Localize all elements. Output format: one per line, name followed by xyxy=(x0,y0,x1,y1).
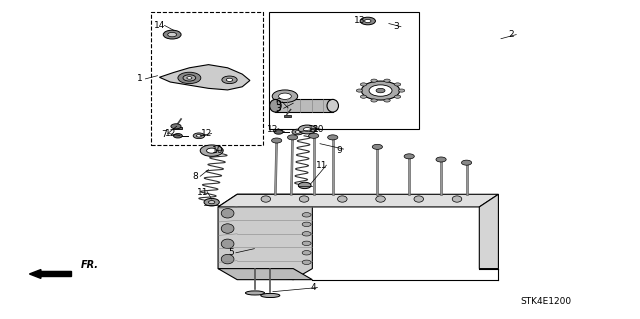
Ellipse shape xyxy=(260,293,280,298)
Ellipse shape xyxy=(221,209,234,218)
Circle shape xyxy=(360,17,376,25)
Circle shape xyxy=(196,135,202,137)
Circle shape xyxy=(200,145,223,156)
Circle shape xyxy=(295,131,300,133)
Circle shape xyxy=(298,182,311,189)
Text: 12: 12 xyxy=(308,125,319,134)
Text: 14: 14 xyxy=(154,21,165,30)
Text: 5: 5 xyxy=(228,248,234,257)
Circle shape xyxy=(360,95,367,98)
Circle shape xyxy=(384,99,390,102)
Ellipse shape xyxy=(337,196,347,202)
Ellipse shape xyxy=(452,196,462,202)
Circle shape xyxy=(163,30,181,39)
Text: 12: 12 xyxy=(267,125,278,134)
Text: 7: 7 xyxy=(161,130,167,139)
Text: 1: 1 xyxy=(138,74,143,83)
Text: 11: 11 xyxy=(197,188,209,197)
Circle shape xyxy=(328,135,338,140)
Polygon shape xyxy=(218,269,312,280)
Circle shape xyxy=(222,76,237,84)
Circle shape xyxy=(302,250,311,255)
Circle shape xyxy=(274,130,283,134)
Circle shape xyxy=(369,85,392,96)
Text: 11: 11 xyxy=(316,161,328,170)
Circle shape xyxy=(292,129,303,135)
Bar xyxy=(275,100,333,112)
Ellipse shape xyxy=(221,254,234,264)
Circle shape xyxy=(207,148,217,153)
Circle shape xyxy=(461,160,472,165)
Circle shape xyxy=(303,128,311,131)
Text: 2: 2 xyxy=(508,30,514,39)
Text: 13: 13 xyxy=(354,16,365,25)
Text: 4: 4 xyxy=(311,283,316,292)
Circle shape xyxy=(173,134,182,138)
Polygon shape xyxy=(218,194,499,207)
Circle shape xyxy=(209,201,215,204)
Polygon shape xyxy=(479,194,499,269)
Ellipse shape xyxy=(269,100,281,112)
Text: STK4E1200: STK4E1200 xyxy=(521,297,572,306)
Ellipse shape xyxy=(414,196,424,202)
Bar xyxy=(151,12,262,145)
Circle shape xyxy=(302,241,311,246)
Text: FR.: FR. xyxy=(81,260,99,270)
Bar xyxy=(269,12,419,130)
Circle shape xyxy=(193,133,205,139)
Text: 3: 3 xyxy=(276,104,282,113)
Circle shape xyxy=(183,75,196,81)
Circle shape xyxy=(298,125,316,134)
Circle shape xyxy=(302,260,311,264)
Circle shape xyxy=(398,89,404,92)
Text: 12: 12 xyxy=(201,129,212,138)
Circle shape xyxy=(356,89,363,92)
Circle shape xyxy=(287,135,298,140)
Polygon shape xyxy=(159,65,250,90)
Circle shape xyxy=(271,138,282,143)
FancyArrow shape xyxy=(29,270,72,278)
Circle shape xyxy=(371,99,377,102)
Circle shape xyxy=(360,83,367,86)
Circle shape xyxy=(187,77,192,79)
Circle shape xyxy=(365,19,371,23)
Ellipse shape xyxy=(221,224,234,233)
Circle shape xyxy=(404,154,414,159)
Text: 9: 9 xyxy=(336,145,342,154)
Circle shape xyxy=(204,198,220,206)
Polygon shape xyxy=(218,194,312,280)
Circle shape xyxy=(171,124,181,129)
Ellipse shape xyxy=(376,196,385,202)
Circle shape xyxy=(302,213,311,217)
Circle shape xyxy=(278,93,291,100)
Circle shape xyxy=(302,232,311,236)
Circle shape xyxy=(308,133,319,138)
Text: 10: 10 xyxy=(313,125,324,134)
Circle shape xyxy=(227,78,233,81)
Circle shape xyxy=(384,79,390,82)
Circle shape xyxy=(362,81,399,100)
Circle shape xyxy=(178,72,201,84)
Text: 12: 12 xyxy=(164,129,176,138)
Ellipse shape xyxy=(221,239,234,249)
Circle shape xyxy=(371,79,377,82)
Circle shape xyxy=(302,222,311,226)
Text: 6: 6 xyxy=(276,98,282,107)
Text: 3: 3 xyxy=(394,22,399,31)
Circle shape xyxy=(168,33,177,37)
Circle shape xyxy=(376,88,385,93)
Circle shape xyxy=(394,83,401,86)
Circle shape xyxy=(394,95,401,98)
Text: 8: 8 xyxy=(193,172,198,182)
Text: 10: 10 xyxy=(212,145,224,154)
Ellipse shape xyxy=(261,196,271,202)
Circle shape xyxy=(372,144,383,149)
Bar xyxy=(173,127,182,130)
Ellipse shape xyxy=(327,100,339,112)
Circle shape xyxy=(272,90,298,103)
Circle shape xyxy=(436,157,446,162)
Bar xyxy=(284,115,291,117)
Ellipse shape xyxy=(246,291,264,295)
Ellipse shape xyxy=(300,196,309,202)
